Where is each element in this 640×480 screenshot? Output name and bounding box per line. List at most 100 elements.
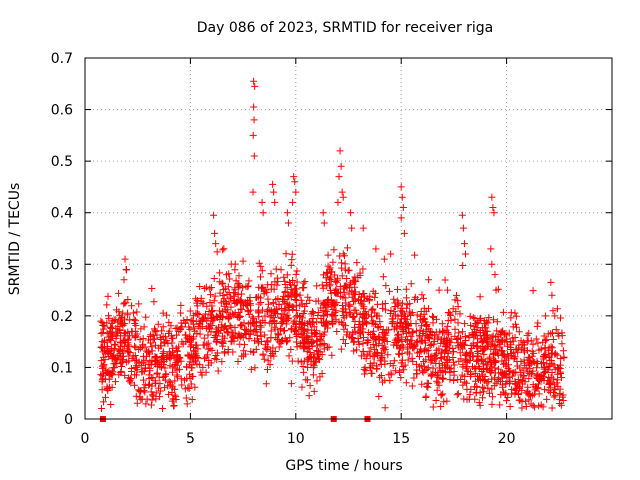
data-point (394, 330, 402, 338)
data-point (494, 365, 502, 373)
data-point (133, 399, 141, 407)
data-point (292, 306, 300, 314)
data-point (274, 278, 282, 286)
data-point (285, 352, 293, 360)
data-point (479, 347, 487, 355)
outlier-point (491, 271, 499, 279)
data-point (307, 310, 315, 318)
data-point (413, 366, 421, 374)
data-point (428, 332, 436, 340)
data-point (450, 368, 458, 376)
data-point (343, 328, 351, 336)
data-point (287, 289, 295, 297)
data-point (130, 309, 138, 317)
data-point (545, 387, 553, 395)
data-point (318, 281, 326, 289)
data-point (165, 378, 173, 386)
data-point (374, 300, 382, 308)
data-point (255, 300, 263, 308)
data-point (397, 318, 405, 326)
outlier-point (458, 211, 466, 219)
data-point (107, 329, 115, 337)
data-point (555, 396, 563, 404)
data-point (554, 383, 562, 391)
outlier-point (549, 307, 557, 315)
data-point (206, 324, 214, 332)
data-point (411, 293, 419, 301)
data-point (484, 377, 492, 385)
data-point (152, 327, 160, 335)
data-point (514, 376, 522, 384)
data-point (153, 370, 161, 378)
data-point (486, 355, 494, 363)
data-point (367, 369, 375, 377)
data-point (137, 325, 145, 333)
data-point (257, 337, 265, 345)
outlier-point (548, 291, 556, 299)
outlier-point (380, 255, 388, 263)
data-point (141, 381, 149, 389)
data-point (469, 314, 477, 322)
data-point (113, 328, 121, 336)
data-point (522, 403, 530, 411)
data-point (551, 392, 559, 400)
data-point (183, 400, 191, 408)
data-point (282, 320, 290, 328)
data-point (286, 278, 294, 286)
data-point (271, 323, 279, 331)
data-point (452, 308, 460, 316)
data-point (378, 349, 386, 357)
data-point (309, 338, 317, 346)
data-point (446, 376, 454, 384)
data-point (499, 383, 507, 391)
data-point (234, 357, 242, 365)
data-point (471, 377, 479, 385)
outlier-point (348, 224, 356, 232)
data-point (499, 308, 507, 316)
data-point (429, 364, 437, 372)
data-point (206, 298, 214, 306)
data-point (224, 328, 232, 336)
data-point (508, 372, 516, 380)
outlier-point (490, 209, 498, 217)
outlier-point (397, 183, 405, 191)
data-point (208, 307, 216, 315)
data-point (512, 312, 520, 320)
data-point (459, 363, 467, 371)
data-point (333, 278, 341, 286)
data-point (287, 261, 295, 269)
data-point (408, 354, 416, 362)
data-point (350, 338, 358, 346)
data-point (264, 295, 272, 303)
outlier-point (283, 209, 291, 217)
data-point (156, 362, 164, 370)
data-point (557, 355, 565, 363)
data-point (261, 331, 269, 339)
outlier-point (251, 82, 259, 90)
data-point (272, 310, 280, 318)
data-point (454, 376, 462, 384)
data-point (556, 314, 564, 322)
data-point (98, 376, 106, 384)
data-point (411, 341, 419, 349)
data-point (466, 312, 474, 320)
data-point (218, 358, 226, 366)
data-point (442, 326, 450, 334)
data-point (312, 297, 320, 305)
data-point (489, 340, 497, 348)
data-point (384, 351, 392, 359)
outlier-point (291, 178, 299, 186)
data-point (149, 374, 157, 382)
data-point (143, 395, 151, 403)
data-point (239, 284, 247, 292)
data-point (252, 328, 260, 336)
data-point (548, 404, 556, 412)
data-point (287, 380, 295, 388)
data-point (132, 344, 140, 352)
data-point (147, 373, 155, 381)
data-point (417, 362, 425, 370)
data-point (164, 382, 172, 390)
data-point (533, 322, 541, 330)
y-tick-label: 0.2 (51, 309, 73, 325)
